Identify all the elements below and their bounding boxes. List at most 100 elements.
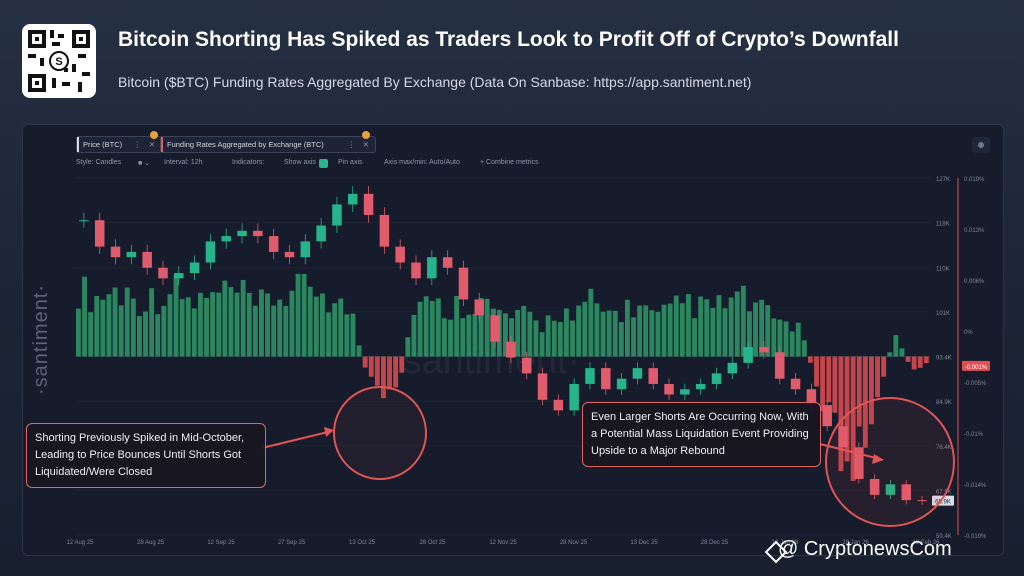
- funding-bar: [509, 318, 514, 357]
- price-candle: [395, 246, 405, 263]
- price-candle: [221, 236, 231, 242]
- price-candle: [268, 236, 279, 252]
- funding-bar: [191, 308, 197, 357]
- funding-bar: [137, 316, 142, 357]
- x-tick-label: 28 Dec 25: [701, 540, 729, 546]
- funding-bar: [661, 304, 667, 357]
- current-funding-label: -0.001%: [965, 365, 988, 371]
- price-candle: [854, 447, 864, 480]
- price-candle: [822, 405, 832, 427]
- funding-bar: [594, 303, 600, 357]
- funding-bar: [588, 288, 594, 357]
- funding-chip-menu-icon[interactable]: ⋮: [347, 140, 356, 149]
- x-tick-label: 28 Oct 25: [419, 540, 446, 546]
- funding-bar: [844, 356, 850, 462]
- price-chip-menu-icon[interactable]: ⋮: [133, 140, 142, 149]
- funding-tick-label: -0.019%: [964, 534, 987, 540]
- funding-chip-close-icon[interactable]: ✕: [362, 140, 369, 149]
- price-candle: [316, 225, 326, 242]
- left-arrow-head: [324, 427, 334, 437]
- price-candle: [363, 193, 374, 215]
- right-callout: Even Larger Shorts Are Occurring Now, Wi…: [582, 402, 821, 467]
- funding-bar: [289, 290, 295, 357]
- axis-maxmin-selector[interactable]: Axis max/min: Auto/Auto: [384, 159, 460, 166]
- price-candle: [743, 346, 753, 363]
- price-tick-label: 127K: [936, 177, 950, 183]
- funding-bar: [332, 303, 338, 357]
- x-tick-label: 27 Sep 25: [278, 540, 306, 546]
- price-candle: [237, 230, 247, 237]
- price-candle: [142, 251, 152, 268]
- price-candle: [458, 267, 469, 300]
- price-candle: [411, 262, 421, 279]
- funding-metric-chip[interactable]: Funding Rates Aggregated by Exchange (BT…: [160, 136, 376, 153]
- funding-bar: [679, 303, 685, 357]
- funding-bar: [313, 296, 319, 357]
- funding-bar: [124, 287, 130, 357]
- combine-metrics-button[interactable]: + Combine metrics: [480, 159, 539, 166]
- price-candle: [189, 262, 200, 274]
- chevron-down-icon[interactable]: ■ ⌄: [138, 160, 151, 167]
- current-funding-box: [962, 360, 990, 371]
- funding-bar: [753, 302, 758, 357]
- funding-bar: [856, 356, 862, 427]
- funding-bar: [320, 293, 325, 357]
- funding-tick-label: 0%: [964, 330, 973, 336]
- funding-bar: [655, 311, 661, 357]
- funding-bar: [887, 352, 893, 357]
- x-tick-label: 28 Aug 25: [137, 540, 165, 546]
- funding-bar: [338, 298, 344, 357]
- funding-bar: [557, 321, 563, 357]
- funding-tick-label: -0.005%: [964, 381, 987, 387]
- funding-tick-label: 0.006%: [964, 279, 985, 285]
- funding-bar: [527, 311, 533, 357]
- price-candle: [94, 220, 105, 247]
- left-highlight-circle: [333, 386, 427, 480]
- price-candle: [585, 368, 595, 384]
- style-selector[interactable]: Style: Candles: [76, 159, 122, 166]
- price-candle: [901, 484, 912, 501]
- price-candle: [110, 246, 121, 258]
- funding-tick-label: 0.013%: [964, 228, 985, 234]
- interval-selector[interactable]: Interval: 12h: [164, 159, 203, 166]
- funding-bar: [777, 319, 783, 357]
- x-tick-label: 13 Dec 25: [630, 540, 658, 546]
- price-tick-label: 67.9K: [936, 489, 952, 495]
- funding-bar: [216, 292, 222, 357]
- funding-bar: [405, 337, 411, 357]
- funding-bar: [789, 331, 795, 357]
- funding-bar: [82, 276, 87, 357]
- price-candle: [759, 346, 769, 353]
- funding-bar: [472, 313, 478, 357]
- funding-bar: [881, 356, 887, 377]
- funding-bar: [179, 299, 185, 357]
- left-callout: Shorting Previously Spiked in Mid-Octobe…: [26, 423, 266, 488]
- funding-bar: [387, 356, 392, 390]
- funding-bar: [521, 305, 527, 357]
- price-candle: [253, 230, 263, 237]
- footer-watermark: @ CryptonewsCom: [778, 538, 952, 560]
- funding-bar: [539, 332, 545, 357]
- price-chip-close-icon[interactable]: ✕: [148, 140, 155, 149]
- funding-bar: [283, 305, 289, 357]
- price-candle: [506, 341, 516, 358]
- funding-bar: [466, 314, 472, 357]
- funding-bar: [606, 310, 612, 357]
- funding-bar: [673, 295, 679, 357]
- show-axis-checkbox[interactable]: [319, 159, 328, 168]
- funding-bar: [326, 312, 331, 357]
- price-candle: [205, 241, 216, 263]
- funding-bar: [484, 298, 490, 357]
- price-candle: [348, 193, 358, 205]
- pin-axis-toggle[interactable]: Pin axis: [338, 159, 363, 166]
- funding-bar: [155, 314, 161, 357]
- funding-bar: [259, 289, 264, 357]
- funding-bar: [149, 288, 155, 357]
- indicators-selector[interactable]: Indicators:: [232, 159, 265, 166]
- funding-bar: [649, 310, 655, 357]
- funding-bar: [198, 292, 203, 357]
- price-candle: [427, 257, 437, 279]
- funding-bar: [271, 305, 277, 357]
- settings-icon[interactable]: [972, 137, 990, 153]
